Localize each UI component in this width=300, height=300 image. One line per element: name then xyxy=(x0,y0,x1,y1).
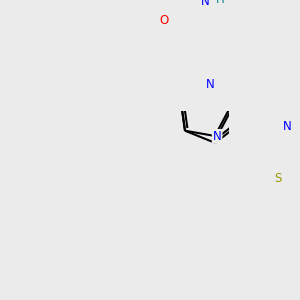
Text: H: H xyxy=(216,0,224,6)
Text: N: N xyxy=(201,0,210,8)
Text: S: S xyxy=(274,172,282,185)
Text: O: O xyxy=(160,14,169,27)
Text: N: N xyxy=(206,78,214,91)
Text: S: S xyxy=(154,0,161,1)
Text: N: N xyxy=(283,120,292,133)
Text: N: N xyxy=(213,130,221,143)
